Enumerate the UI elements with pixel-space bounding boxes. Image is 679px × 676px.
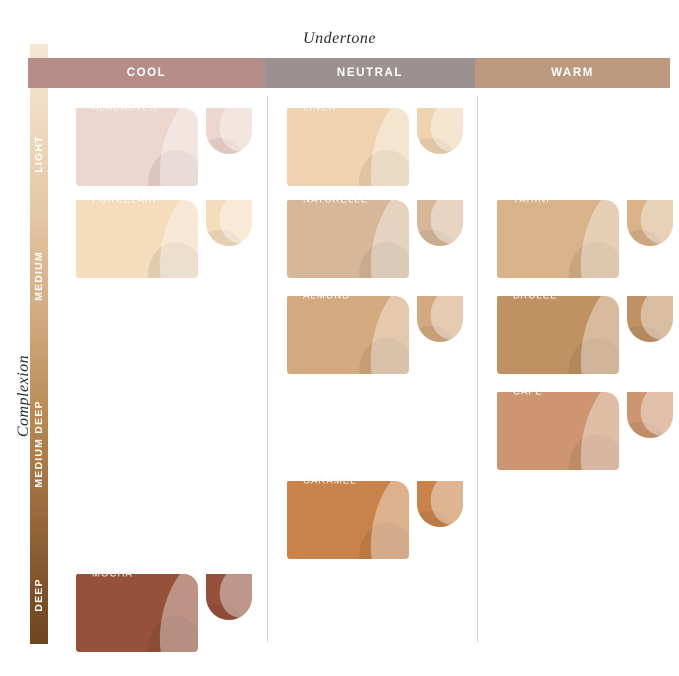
column-divider-cool-neutral (267, 96, 268, 642)
complexion-level-deep: DEEP (33, 578, 45, 612)
undertone-column-neutral: NEUTRAL (265, 58, 475, 88)
undertone-column-cool: COOL (28, 58, 265, 88)
swatch-dollop-almond (417, 296, 463, 342)
shade-label-naturelle: NATURELLE (303, 194, 369, 206)
swatch-dollop-alabaster (206, 108, 252, 154)
shade-label-porcelain: PORCELAIN (92, 194, 157, 206)
undertone-header-band: COOL NEUTRAL WARM (28, 58, 670, 88)
swatch-dollop-mocha (206, 574, 252, 620)
swatch-blob-naturelle (287, 200, 409, 278)
swatch-dollop-porcelain (206, 200, 252, 246)
shade-label-brulee: BRÛLÉE (513, 290, 558, 302)
shade-label-tahini: TAHINI (513, 194, 551, 206)
swatch-dollop-brulee (627, 296, 673, 342)
shade-label-cafe: CAFÉ (513, 386, 543, 398)
swatch-blob-cafe (497, 392, 619, 470)
swatch-blob-mocha (76, 574, 198, 652)
complexion-level-light: LIGHT (33, 135, 45, 173)
band-rail-overlap (30, 58, 48, 88)
swatch-dollop-cafe (627, 392, 673, 438)
swatch-dollop-caramel (417, 481, 463, 527)
swatch-blob-brulee (497, 296, 619, 374)
swatch-dollop-tahini (627, 200, 673, 246)
column-divider-neutral-warm (477, 96, 478, 642)
swatch-dollop-linen (417, 108, 463, 154)
swatch-blob-almond (287, 296, 409, 374)
swatch-blob-alabaster (76, 108, 198, 186)
swatch-blob-porcelain (76, 200, 198, 278)
complexion-level-medium-deep: MEDIUM DEEP (33, 400, 45, 488)
swatch-dollop-naturelle (417, 200, 463, 246)
swatch-blob-linen (287, 108, 409, 186)
shade-label-alabaster: ALABASTER (92, 102, 158, 114)
shade-label-mocha: MOCHA (92, 568, 133, 580)
shade-label-caramel: CARAMEL (303, 475, 357, 487)
undertone-column-warm: WARM (475, 58, 670, 88)
complexion-level-medium: MEDIUM (33, 251, 45, 301)
shade-label-almond: ALMOND (303, 290, 351, 302)
complexion-gradient-rail: LIGHT MEDIUM MEDIUM DEEP DEEP (30, 44, 48, 644)
undertone-axis-title: Undertone (303, 30, 376, 47)
swatch-blob-caramel (287, 481, 409, 559)
shade-label-linen: LINEN (303, 102, 337, 114)
swatch-blob-tahini (497, 200, 619, 278)
